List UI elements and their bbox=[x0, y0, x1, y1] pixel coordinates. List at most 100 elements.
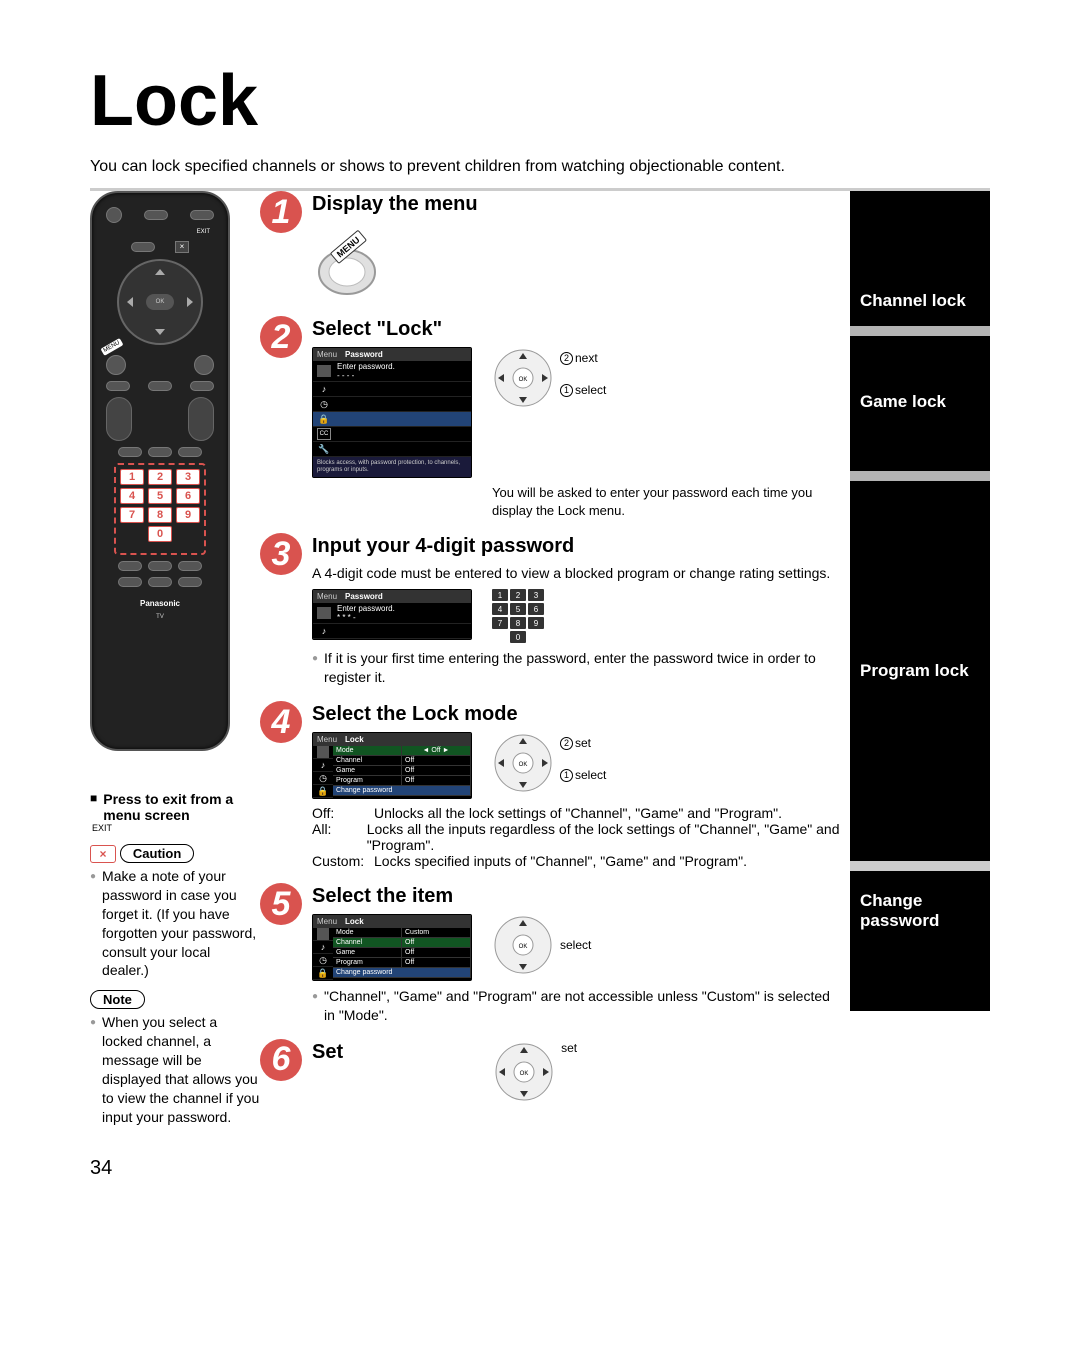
circled-2-icon: 2 bbox=[560, 737, 573, 750]
step-title: Select "Lock" bbox=[312, 318, 840, 341]
lock-icon: 🔒 bbox=[317, 413, 331, 425]
caution-pill: Caution bbox=[120, 844, 194, 863]
lock-icon: 🔒 bbox=[317, 785, 329, 797]
num-key: 7 bbox=[120, 507, 144, 523]
tv-icon bbox=[317, 746, 329, 758]
svg-text:OK: OK bbox=[519, 762, 528, 768]
num-key: 4 bbox=[120, 488, 144, 504]
remote-button-generic bbox=[106, 207, 122, 223]
remote-button-generic bbox=[118, 577, 142, 587]
remote-button-generic bbox=[106, 397, 132, 441]
note-icon: ♪ bbox=[317, 625, 331, 637]
svg-text:OK: OK bbox=[520, 1071, 529, 1077]
toc-change-password: Change password bbox=[850, 871, 990, 1011]
step-title: Input your 4-digit password bbox=[312, 535, 840, 558]
brand-sub-label: TV bbox=[156, 614, 164, 620]
toc-game-lock: Game lock bbox=[850, 336, 990, 471]
lock-icon: 🔒 bbox=[317, 967, 329, 979]
step-number: 6 bbox=[260, 1039, 302, 1081]
tv-icon bbox=[317, 365, 331, 377]
step-2: 2 Select "Lock" MenuPassword Enter passw… bbox=[260, 316, 840, 519]
step-title: Select the Lock mode bbox=[312, 703, 840, 726]
clock-icon: ◷ bbox=[317, 772, 329, 784]
num-key: 2 bbox=[148, 469, 172, 485]
nav-select-label: select bbox=[575, 383, 606, 397]
num-key: 9 bbox=[176, 507, 200, 523]
num-key: 3 bbox=[176, 469, 200, 485]
toc-program-lock: Program lock bbox=[850, 481, 990, 861]
note-text: When you select a locked channel, a mess… bbox=[90, 1013, 260, 1126]
mini-number-pad: 123 456 789 0 bbox=[492, 589, 544, 643]
step-1: 1 Display the menu MENU bbox=[260, 191, 840, 302]
step-title: Set bbox=[312, 1041, 343, 1064]
remote-button-generic bbox=[148, 381, 172, 391]
svg-text:OK: OK bbox=[519, 944, 528, 950]
remote-button-generic bbox=[194, 355, 214, 375]
nav-next-label: next bbox=[575, 351, 598, 365]
circled-1-icon: 1 bbox=[560, 384, 573, 397]
remote-dpad: OK bbox=[117, 259, 203, 345]
num-key: 1 bbox=[120, 469, 144, 485]
osd-menu: MenuPassword Enter password.- - - - ♪ ◷ … bbox=[312, 347, 472, 478]
remote-ok-button: OK bbox=[146, 294, 174, 310]
remote-button-generic bbox=[188, 397, 214, 441]
intro-text: You can lock specified channels or shows… bbox=[90, 158, 990, 176]
remote-button-generic bbox=[178, 447, 202, 457]
step-title: Display the menu bbox=[312, 193, 840, 216]
remote-button-generic bbox=[106, 355, 126, 375]
osd-menu: MenuPassword Enter password.* * * - ♪ bbox=[312, 589, 472, 640]
tv-icon bbox=[317, 928, 329, 940]
nav-pad-icon: OK bbox=[492, 347, 554, 409]
cc-icon: CC bbox=[317, 428, 331, 440]
note-icon: ♪ bbox=[317, 941, 329, 953]
remote-button-generic bbox=[106, 381, 130, 391]
step-5: 5 Select the item MenuLock ♪ ◷ 🔒 bbox=[260, 883, 840, 1025]
step-3: 3 Input your 4-digit password A 4-digit … bbox=[260, 533, 840, 687]
osd-menu: MenuLock ♪ ◷ 🔒 Mode◄ Off ► ChannelOff bbox=[312, 732, 472, 799]
nav-select-label: select bbox=[560, 938, 591, 952]
menu-button-icon: MENU bbox=[312, 222, 382, 302]
remote-button-generic bbox=[118, 561, 142, 571]
step-number: 3 bbox=[260, 533, 302, 575]
remote-button-generic bbox=[148, 447, 172, 457]
step-4: 4 Select the Lock mode MenuLock ♪ ◷ 🔒 bbox=[260, 701, 840, 869]
remote-button-generic bbox=[190, 381, 214, 391]
remote-button-generic bbox=[118, 447, 142, 457]
mode-descriptions: Off:Unlocks all the lock settings of "Ch… bbox=[312, 805, 840, 869]
page-title: Lock bbox=[90, 60, 990, 142]
step-title: Select the item bbox=[312, 885, 840, 908]
remote-button-generic bbox=[190, 210, 214, 220]
remote-menu-label: MENU bbox=[100, 338, 123, 356]
remote-button-generic bbox=[131, 242, 155, 252]
num-key: 5 bbox=[148, 488, 172, 504]
osd-footer: Blocks access, with password protection,… bbox=[313, 457, 471, 477]
step3-subtitle: A 4-digit code must be entered to view a… bbox=[312, 564, 840, 583]
nav-pad-icon: OK bbox=[493, 1041, 555, 1103]
brand-label: Panasonic bbox=[140, 599, 180, 608]
osd-menu: MenuLock ♪ ◷ 🔒 ModeCustom ChannelOff bbox=[312, 914, 472, 981]
step-number: 5 bbox=[260, 883, 302, 925]
remote-control: EXIT × OK MENU bbox=[90, 191, 230, 751]
remote-exit-button: × bbox=[175, 241, 189, 253]
remote-button-generic bbox=[148, 577, 172, 587]
num-key: 0 bbox=[148, 526, 172, 542]
circled-1-icon: 1 bbox=[560, 769, 573, 782]
toc-channel-lock: Channel lock bbox=[850, 191, 990, 326]
nav-set-label: set bbox=[561, 1041, 577, 1055]
step-number: 4 bbox=[260, 701, 302, 743]
remote-button-generic bbox=[148, 561, 172, 571]
num-key: 8 bbox=[148, 507, 172, 523]
exit-key-icon: × bbox=[90, 845, 116, 863]
step-6: 6 Set OK set bbox=[260, 1039, 840, 1103]
wrench-icon: 🔧 bbox=[317, 443, 331, 455]
tv-icon bbox=[317, 607, 331, 619]
clock-icon: ◷ bbox=[317, 954, 329, 966]
step-number: 2 bbox=[260, 316, 302, 358]
note-icon: ♪ bbox=[317, 383, 331, 395]
remote-button-generic bbox=[178, 577, 202, 587]
nav-select-label: select bbox=[575, 768, 606, 782]
exit-label: EXIT bbox=[102, 229, 218, 235]
exit-heading: Press to exit from a menu screen bbox=[90, 791, 260, 823]
remote-number-pad: 123 456 789 0 bbox=[114, 463, 206, 555]
svg-text:OK: OK bbox=[519, 377, 528, 383]
